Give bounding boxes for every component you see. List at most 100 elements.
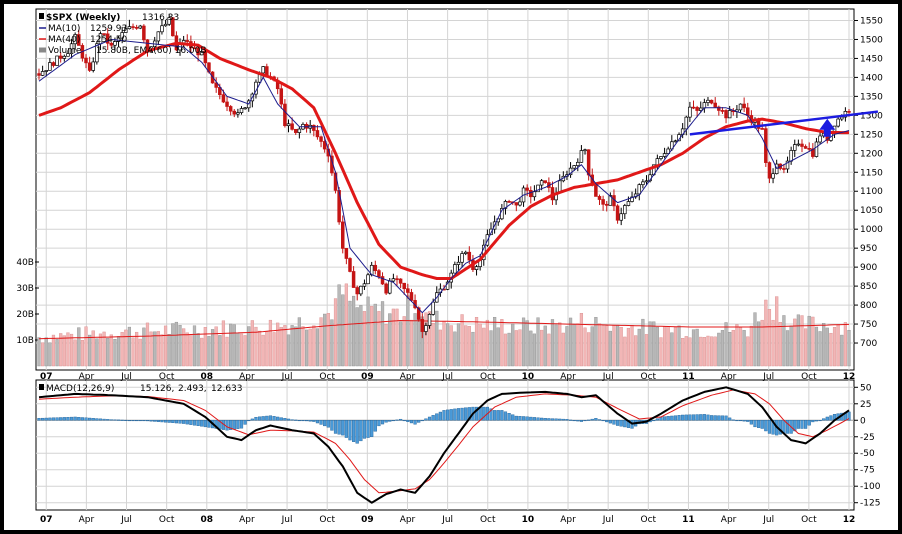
macd-histogram-bar [243,420,247,425]
volume-bar [69,333,74,367]
price-bar-body [836,118,840,127]
price-tick-label: 1100 [860,187,883,197]
macd-histogram-bar [113,419,117,421]
volume-tick-label: 40B [16,258,34,268]
volume-bar [409,319,414,367]
price-bar-body [503,201,508,209]
price-bar-body [163,23,168,27]
macd-x-label: Oct [480,515,496,525]
price-bar-body [297,128,302,133]
volume-bar [276,322,280,367]
volume-bar [297,317,301,367]
macd-histogram-bar [464,407,468,421]
price-bar-body [344,248,349,259]
price-bar-body [688,106,692,118]
macd-histogram-bar [362,420,367,439]
macd-histogram-bar [84,417,88,421]
macd-histogram-bar [474,406,479,421]
price-tick-label: 850 [860,282,877,292]
macd-x-label: 07 [40,515,53,525]
price-bar-body [105,33,110,44]
price-bar-body [293,128,298,133]
volume-bar [738,327,743,367]
volume-bar [749,325,753,367]
price-bar-body [803,146,808,149]
macd-histogram-bar [124,419,128,421]
price-bar-body [196,47,200,56]
volume-bar [373,303,377,367]
price-bar-body [840,116,844,120]
volume-bar [543,325,547,367]
volume-bar [608,330,612,367]
volume-bar [684,336,688,367]
macd-histogram-bar [558,418,562,421]
macd-histogram-bar [229,420,233,430]
price-bar-body [120,32,124,39]
macd-histogram-bar [174,420,179,424]
price-panel [35,8,855,371]
volume-bar [728,331,732,367]
price-bar-body [706,99,710,103]
macd-histogram-bar [525,416,529,421]
volume-bar [301,326,305,367]
volume-bar [210,329,215,367]
price-bar-body [243,107,247,110]
price-bar-body [691,106,696,109]
volume-bar [847,330,851,367]
macd-histogram-bar [102,418,106,421]
volume-bar [666,326,670,367]
macd-x-label: Oct [641,515,657,525]
macd-histogram-bar [366,420,370,438]
volume-bar [713,336,717,367]
price-bar-body [402,282,406,290]
macd-histogram-bar [55,417,59,421]
volume-bar [619,327,623,367]
volume-bar [417,315,421,367]
volume-bar [326,313,330,367]
price-bar-body [724,110,728,119]
volume-bar [623,336,627,367]
price-x-label: Oct [641,372,657,382]
volume-bar [532,333,537,367]
volume-bar [160,334,164,367]
macd-x-label: Oct [801,515,817,525]
volume-bar [558,322,562,367]
macd-histogram-bar [424,418,428,421]
macd-histogram-bar [51,417,56,421]
price-tick-label: 800 [860,301,877,311]
price-bar-body [312,124,316,131]
price-bar-body [384,283,388,294]
price-bar-body [608,195,613,206]
volume-bar [351,295,356,367]
macd-histogram-bar [319,420,323,425]
macd-histogram-bar [735,420,739,422]
volume-bar [601,325,605,367]
price-bar-body [416,307,421,320]
volume-bar [384,324,388,367]
macd-title: MACD(12,26,9) [46,384,114,394]
price-bar-body [236,112,240,115]
volume-tick-label: 20B [16,310,34,320]
volume-bar [66,332,70,367]
macd-histogram-bar [511,414,515,421]
volume-bar [294,326,298,367]
volume-bar [485,319,489,367]
macd-histogram-bar [48,417,52,421]
price-bar-body [373,264,378,271]
price-x-label: 11 [682,372,695,382]
volume-bar [503,333,508,367]
legend-label: Volume [48,46,82,56]
volume-bar [225,336,229,367]
price-bar-body [811,148,815,157]
macd-tick-label: -75 [860,466,875,476]
price-bar-body [102,33,106,35]
price-x-label: Apr [239,372,255,382]
price-x-label: Jul [441,372,453,382]
price-bar-body [594,185,598,197]
macd-histogram-bar [337,420,341,435]
volume-bar [286,334,291,367]
macd-histogram-bar [572,420,576,422]
price-bar-body [134,26,139,29]
price-bar-body [742,103,746,109]
volume-bar [102,331,106,367]
